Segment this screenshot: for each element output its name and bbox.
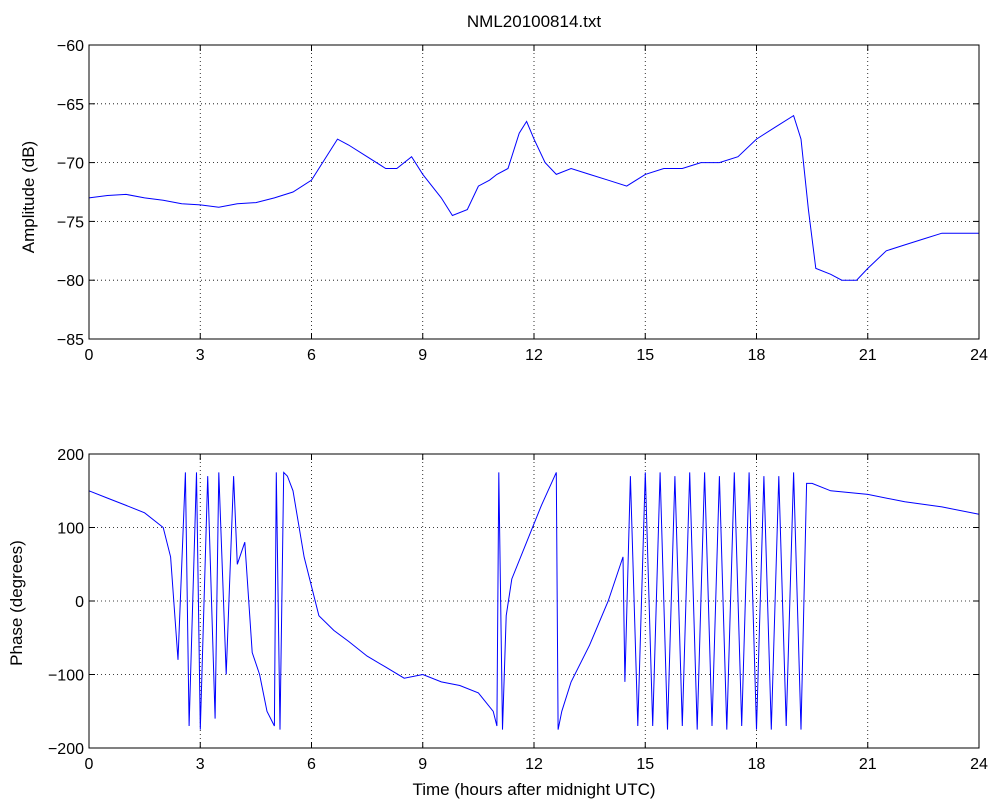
amplitude-xtick-label-7: 21	[859, 347, 877, 364]
phase-ytick-label-1: −100	[48, 668, 84, 685]
phase-xtick-label-2: 6	[307, 756, 316, 773]
phase-ylabel: Phase (degrees)	[7, 540, 26, 666]
phase-ytick-label-0: −200	[48, 741, 84, 758]
phase-axes: Phase (degrees) Time (hours after midnig…	[7, 447, 988, 799]
amplitude-series-line	[88, 114, 979, 281]
phase-xtick-label-8: 24	[970, 756, 988, 773]
phase-xtick-label-7: 21	[859, 756, 877, 773]
amplitude-xtick-label-3: 9	[418, 347, 427, 364]
amplitude-ytick-label-2: −75	[57, 214, 84, 231]
amplitude-xtick-label-1: 3	[196, 347, 205, 364]
phase-series-line	[88, 471, 980, 730]
amplitude-ylabel: Amplitude (dB)	[19, 141, 38, 253]
phase-ytick-label-2: 0	[75, 594, 84, 611]
amplitude-ytick-label-0: −85	[57, 332, 84, 349]
amplitude-ytick-label-5: −60	[57, 38, 84, 55]
phase-ytick-label-4: 200	[57, 447, 84, 464]
amplitude-xtick-label-5: 15	[636, 347, 654, 364]
amplitude-xtick-label-4: 12	[525, 347, 543, 364]
phase-xtick-label-0: 0	[85, 756, 94, 773]
amplitude-xtick-label-8: 24	[970, 347, 988, 364]
phase-xtick-label-5: 15	[636, 756, 654, 773]
phase-xtick-label-6: 18	[748, 756, 766, 773]
phase-xtick-label-3: 9	[418, 756, 427, 773]
phase-xtick-label-1: 3	[196, 756, 205, 773]
amplitude-axes: Amplitude (dB) 0 3 6 9 12 15 18 21 24 −85 −80 −75 −7…	[19, 38, 988, 364]
phase-xlabel: Time (hours after midnight UTC)	[412, 780, 655, 799]
amplitude-xtick-label-0: 0	[85, 347, 94, 364]
amplitude-xtick-label-6: 18	[748, 347, 766, 364]
amplitude-ytick-label-3: −70	[57, 156, 84, 173]
amplitude-ytick-label-4: −65	[57, 97, 84, 114]
amplitude-xtick-label-2: 6	[307, 347, 316, 364]
figure-title: NML20100814.txt	[467, 12, 601, 31]
phase-ytick-label-3: 100	[57, 521, 84, 538]
phase-xtick-label-4: 12	[525, 756, 543, 773]
amplitude-ytick-label-1: −80	[57, 273, 84, 290]
